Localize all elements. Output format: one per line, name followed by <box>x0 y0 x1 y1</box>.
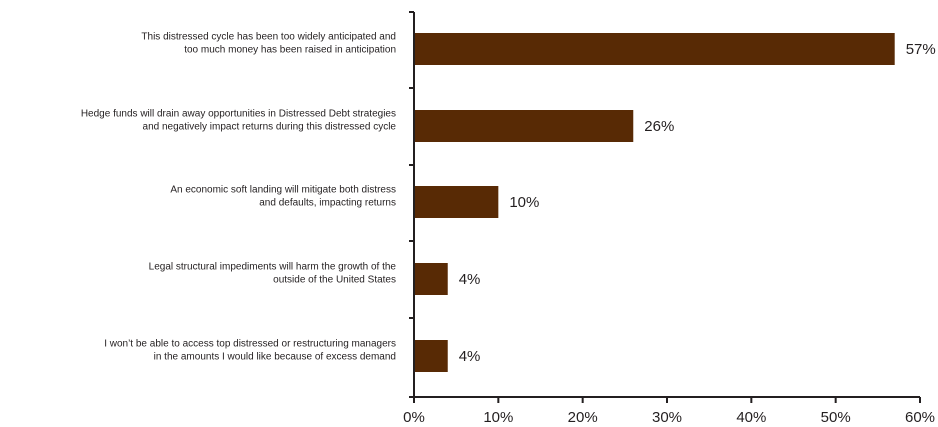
x-tick-label: 30% <box>652 409 682 426</box>
category-label-line: in the amounts I would like because of e… <box>154 352 396 363</box>
bar <box>415 340 448 372</box>
category-label: An economic soft landing will mitigate b… <box>170 185 396 209</box>
category-label: Legal structural impediments will harm t… <box>149 262 397 286</box>
category-label-line: and defaults, impacting returns <box>259 198 396 209</box>
bar-value-label: 26% <box>644 118 674 135</box>
bar <box>415 263 448 295</box>
category-label-line: This distressed cycle has been too widel… <box>141 32 396 43</box>
category-labels: This distressed cycle has been too widel… <box>81 32 397 363</box>
data-labels: 57% 26% 10% 4% 4% <box>459 41 936 365</box>
category-label-line: Legal structural impediments will harm t… <box>149 262 397 273</box>
bar-value-label: 57% <box>906 41 936 58</box>
bar-value-label: 10% <box>509 194 539 211</box>
x-axis: 0% 10% 20% 30% 40% 50% 60% <box>403 396 935 426</box>
bar-value-label: 4% <box>459 348 481 365</box>
x-tick-label: 40% <box>736 409 766 426</box>
bar-value-label: 4% <box>459 271 481 288</box>
category-label-line: and negatively impact returns during thi… <box>143 122 397 133</box>
category-label-line: Hedge funds will drain away opportunitie… <box>81 109 396 120</box>
y-axis <box>409 11 415 398</box>
bars <box>415 33 895 372</box>
bar <box>415 110 634 142</box>
x-tick-label: 60% <box>905 409 935 426</box>
x-tick-label: 10% <box>483 409 513 426</box>
category-label: This distressed cycle has been too widel… <box>141 32 396 56</box>
x-tick-label: 0% <box>403 409 425 426</box>
category-label-line: too much money has been raised in antici… <box>184 45 396 56</box>
category-label: Hedge funds will drain away opportunitie… <box>81 109 397 133</box>
bar <box>415 33 895 65</box>
category-label: I won’t be able to access top distressed… <box>104 339 396 363</box>
category-label-line: outside of the United States <box>273 275 396 286</box>
x-tick-label: 20% <box>568 409 598 426</box>
category-label-line: I won’t be able to access top distressed… <box>104 339 396 350</box>
x-tick-label: 50% <box>821 409 851 426</box>
bar <box>415 186 499 218</box>
category-label-line: An economic soft landing will mitigate b… <box>170 185 396 196</box>
